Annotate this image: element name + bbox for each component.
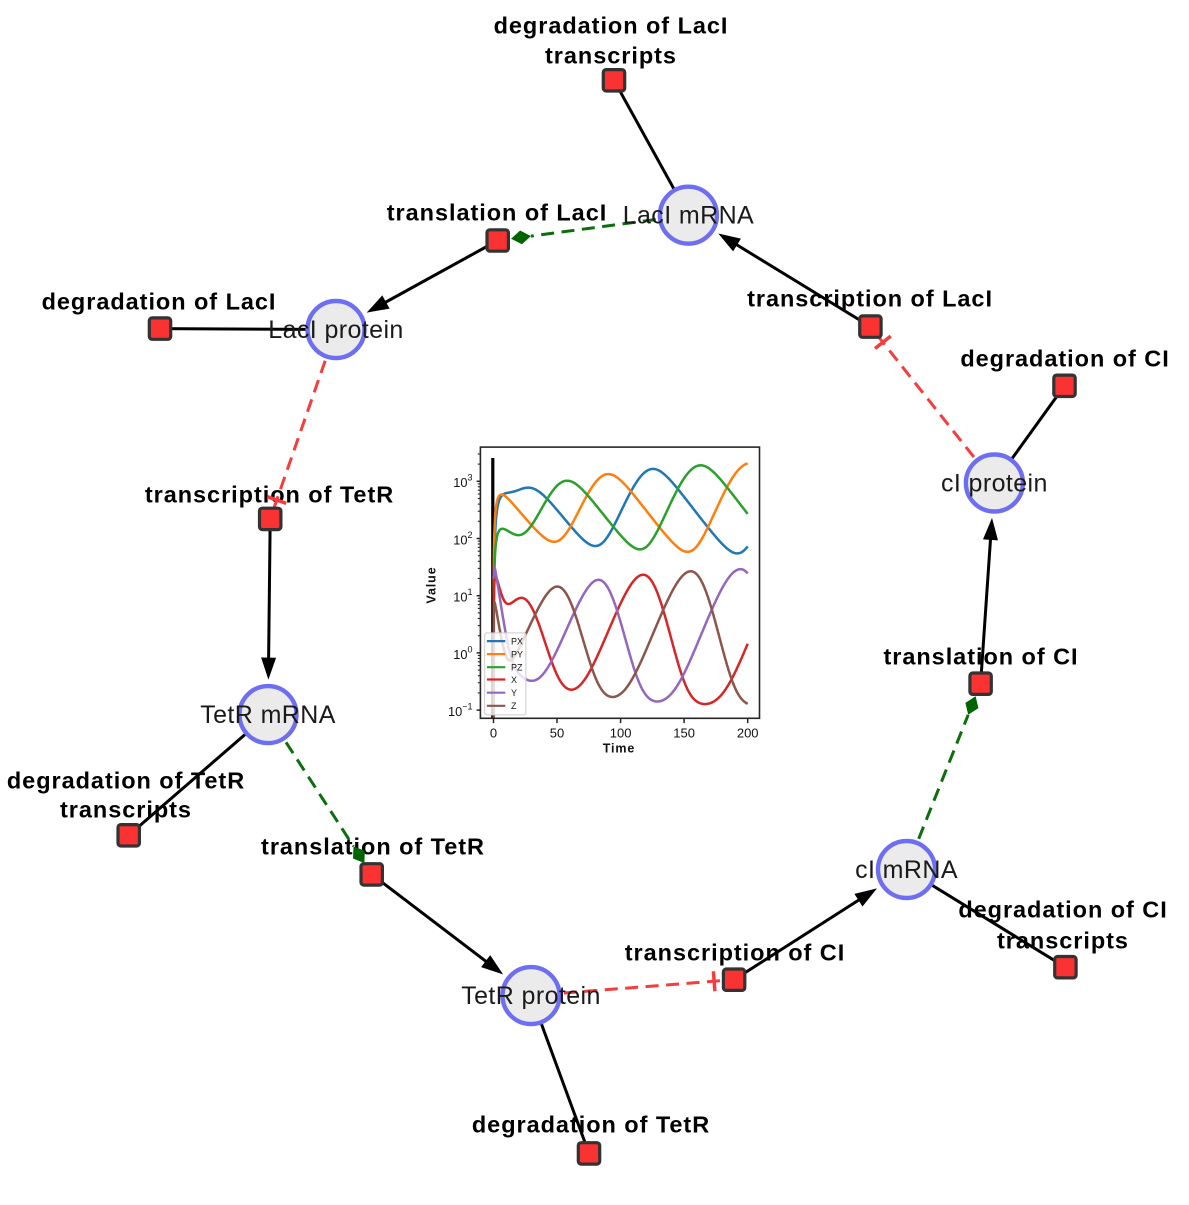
svg-text:200: 200 [737,725,759,740]
svg-text:degradation of LacI: degradation of LacI [42,288,277,314]
svg-text:150: 150 [673,725,695,740]
svg-text:transcription of LacI: transcription of LacI [747,285,993,311]
svg-text:Y: Y [511,688,517,698]
svg-text:degradation of CI: degradation of CI [958,896,1167,922]
svg-text:TetR mRNA: TetR mRNA [200,701,336,729]
svg-text:translation of LacI: translation of LacI [387,199,607,225]
svg-text:translation of TetR: translation of TetR [261,833,485,859]
svg-text:degradation of LacI: degradation of LacI [494,12,729,38]
svg-text:PY: PY [511,649,523,659]
svg-text:Z: Z [511,701,517,711]
svg-text:degradation of TetR: degradation of TetR [7,767,245,793]
svg-text:102: 102 [453,530,472,548]
svg-text:transcription of CI: transcription of CI [625,939,845,965]
svg-text:X: X [511,675,517,685]
svg-text:103: 103 [453,473,472,491]
svg-text:LacI protein: LacI protein [268,316,403,344]
svg-text:100: 100 [453,644,472,662]
svg-text:101: 101 [453,587,472,605]
svg-text:TetR protein: TetR protein [461,982,601,1010]
svg-text:50: 50 [550,725,564,740]
svg-text:Time: Time [603,742,636,756]
svg-text:cI mRNA: cI mRNA [855,856,958,884]
svg-text:cI protein: cI protein [941,469,1048,497]
svg-text:degradation of TetR: degradation of TetR [472,1111,710,1137]
svg-text:Value: Value [424,566,438,603]
svg-text:transcripts: transcripts [60,796,192,822]
svg-text:10−1: 10−1 [448,702,473,720]
svg-text:LacI mRNA: LacI mRNA [623,202,754,230]
svg-text:transcripts: transcripts [545,42,677,68]
svg-text:PZ: PZ [511,663,523,673]
svg-text:degradation of CI: degradation of CI [960,345,1169,371]
svg-text:transcription of TetR: transcription of TetR [145,481,394,507]
svg-text:PX: PX [511,636,523,646]
svg-text:0: 0 [490,725,497,740]
svg-text:transcripts: transcripts [997,927,1129,953]
svg-text:100: 100 [610,725,632,740]
